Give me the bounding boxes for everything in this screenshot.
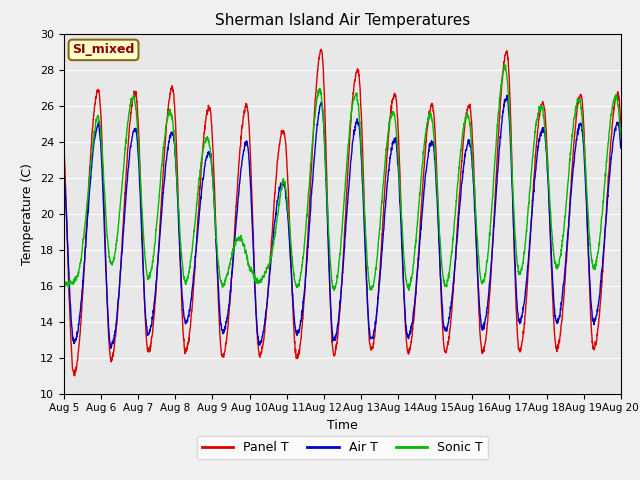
Panel T: [60, 145, 68, 151]
Air T: [617, 145, 625, 151]
Legend: Panel T, Air T, Sonic T: Panel T, Air T, Sonic T: [196, 436, 488, 459]
Line: Sonic T: Sonic T: [64, 64, 621, 290]
Panel T: [317, 47, 325, 52]
Sonic T: [330, 288, 338, 293]
Panel T: [216, 323, 223, 328]
Sonic T: [568, 132, 576, 137]
Title: Sherman Island Air Temperatures: Sherman Island Air Temperatures: [215, 13, 470, 28]
Air T: [503, 93, 511, 98]
Sonic T: [584, 203, 591, 209]
Panel T: [359, 160, 367, 166]
Panel T: [617, 124, 625, 130]
Air T: [60, 168, 68, 173]
Air T: [371, 325, 379, 331]
Sonic T: [359, 173, 367, 179]
Sonic T: [500, 61, 508, 67]
Air T: [107, 346, 115, 351]
Line: Panel T: Panel T: [64, 49, 621, 376]
Text: SI_mixed: SI_mixed: [72, 43, 135, 56]
Panel T: [584, 227, 591, 233]
Sonic T: [371, 275, 379, 281]
Sonic T: [505, 93, 513, 99]
Air T: [505, 108, 513, 114]
Sonic T: [60, 282, 68, 288]
Panel T: [505, 66, 513, 72]
Air T: [216, 303, 223, 309]
Panel T: [371, 328, 379, 334]
Air T: [584, 229, 591, 235]
Panel T: [71, 373, 79, 379]
Panel T: [568, 165, 576, 170]
Y-axis label: Temperature (C): Temperature (C): [22, 163, 35, 264]
Sonic T: [617, 133, 625, 139]
Sonic T: [216, 268, 223, 274]
X-axis label: Time: Time: [327, 419, 358, 432]
Line: Air T: Air T: [64, 96, 621, 348]
Air T: [568, 180, 576, 185]
Air T: [359, 182, 367, 188]
